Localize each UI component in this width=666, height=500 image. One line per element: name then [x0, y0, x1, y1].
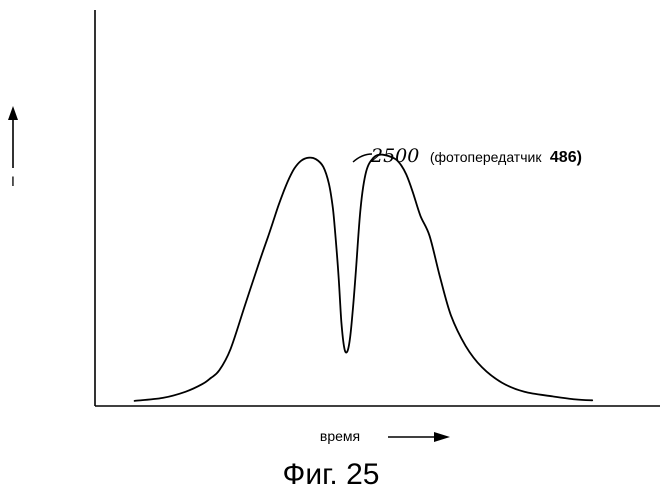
annotation-leader [353, 154, 372, 162]
annotation-text: (фотопередатчик [430, 149, 543, 165]
y-axis-label: I [11, 173, 15, 189]
y-axis-arrow [8, 106, 18, 168]
series-line [135, 155, 593, 401]
annotation-id: 486) [550, 149, 582, 166]
figure-caption: Фиг. 25 [283, 458, 380, 491]
annotation-number: 2500 [370, 145, 419, 167]
x-axis-label: время [320, 428, 360, 444]
x-axis-arrow [388, 432, 450, 442]
annotation-label: 2500 (фотопередатчик 486) [370, 145, 582, 167]
